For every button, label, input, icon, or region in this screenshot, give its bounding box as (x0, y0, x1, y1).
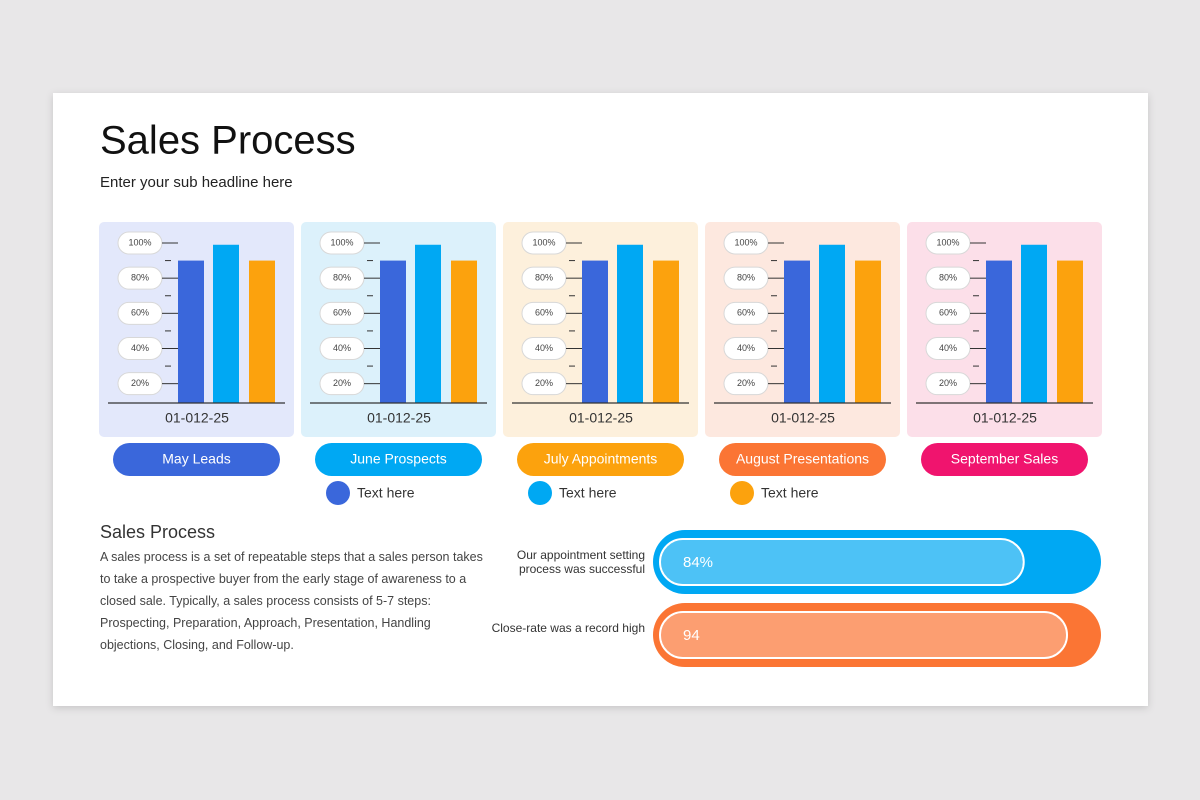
section-body: A sales process is a set of repeatable s… (100, 550, 483, 652)
y-tick-label: 60% (737, 308, 755, 318)
legend-label: Text here (761, 485, 819, 501)
progress-bar (659, 538, 1025, 586)
y-tick-label: 40% (939, 343, 957, 353)
bar (451, 260, 477, 403)
y-tick-label: 40% (131, 343, 149, 353)
bar (1057, 260, 1083, 403)
y-tick-label: 100% (734, 237, 757, 247)
bar (178, 260, 204, 403)
y-tick-label: 80% (939, 273, 957, 283)
x-axis-label: 01-012-25 (367, 410, 431, 426)
bar (986, 260, 1012, 403)
subtitle: Enter your sub headline here (100, 174, 293, 191)
y-tick-label: 40% (333, 343, 351, 353)
category-name: June Prospects (350, 451, 447, 467)
y-tick-label: 40% (737, 343, 755, 353)
legend-swatch (730, 481, 754, 505)
y-tick-label: 100% (532, 237, 555, 247)
legend-label: Text here (559, 485, 617, 501)
y-tick-label: 40% (535, 343, 553, 353)
y-tick-label: 20% (737, 378, 755, 388)
category-pill (719, 443, 886, 476)
category-name: September Sales (951, 451, 1058, 467)
y-tick-label: 100% (128, 237, 151, 247)
y-tick-label: 20% (535, 378, 553, 388)
bar (617, 244, 643, 403)
bar (1021, 244, 1047, 403)
y-tick-label: 60% (535, 308, 553, 318)
bar (415, 244, 441, 403)
y-tick-label: 80% (333, 273, 351, 283)
legend-label: Text here (357, 485, 415, 501)
x-axis-label: 01-012-25 (771, 410, 835, 426)
y-tick-label: 100% (936, 237, 959, 247)
category-pill (921, 443, 1088, 476)
progress-bar (659, 611, 1069, 659)
bar (249, 260, 275, 403)
bar (784, 260, 810, 403)
bar (855, 260, 881, 403)
x-axis-label: 01-012-25 (973, 410, 1037, 426)
progress-value: 94 (683, 627, 700, 644)
legend-swatch (326, 481, 350, 505)
y-tick-label: 20% (131, 378, 149, 388)
category-pill (517, 443, 684, 476)
category-name: July Appointments (544, 451, 658, 467)
y-tick-label: 80% (131, 273, 149, 283)
y-tick-label: 60% (939, 308, 957, 318)
bar (380, 260, 406, 403)
progress-label: Close-rate was a record high (491, 621, 645, 635)
bar (213, 244, 239, 403)
y-tick-label: 100% (330, 237, 353, 247)
y-tick-label: 80% (535, 273, 553, 283)
category-name: May Leads (162, 451, 230, 467)
title: Sales Process (100, 119, 356, 163)
y-tick-label: 20% (333, 378, 351, 388)
progress-sheen (661, 613, 1067, 657)
category-name: August Presentations (736, 451, 869, 467)
y-tick-label: 80% (737, 273, 755, 283)
progress-label: Our appointment setting process was succ… (516, 548, 645, 576)
y-tick-label: 60% (131, 308, 149, 318)
section-heading: Sales Process (100, 522, 215, 542)
category-pill (113, 443, 280, 476)
legend-swatch (528, 481, 552, 505)
x-axis-label: 01-012-25 (569, 410, 633, 426)
bar (582, 260, 608, 403)
category-pill (315, 443, 482, 476)
y-tick-label: 20% (939, 378, 957, 388)
y-tick-label: 60% (333, 308, 351, 318)
bar (819, 244, 845, 403)
progress-sheen (661, 540, 1023, 584)
progress-value: 84% (683, 554, 713, 571)
x-axis-label: 01-012-25 (165, 410, 229, 426)
bar (653, 260, 679, 403)
